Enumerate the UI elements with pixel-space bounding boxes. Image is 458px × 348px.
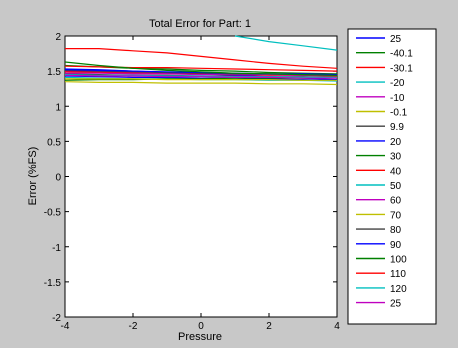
- legend-label-8: 30: [390, 152, 402, 163]
- legend-label-10: 50: [390, 181, 402, 192]
- series-line-11: [65, 72, 337, 76]
- y-tick-label: 1.5: [47, 67, 61, 78]
- legend-label-14: 90: [390, 240, 402, 251]
- legend-label-17: 120: [390, 284, 407, 295]
- legend-label-5: -0.1: [390, 108, 408, 119]
- y-tick-label: 2: [55, 32, 61, 43]
- legend-label-18: 25: [390, 299, 402, 310]
- series-line-10: [64, 74, 337, 78]
- y-tick-label: -1.5: [44, 278, 62, 289]
- series-line-2: [64, 65, 338, 72]
- x-axis-ticks: -4 -2 0 2 4: [61, 36, 340, 332]
- legend-label-0: 25: [390, 34, 402, 45]
- x-tick-label: 0: [198, 321, 204, 332]
- legend-label-6: 9.9: [390, 122, 404, 133]
- y-tick-label: -2: [52, 313, 61, 324]
- chart-title: Total Error for Part: 1: [149, 18, 251, 30]
- series-line-5: [64, 81, 338, 86]
- legend-label-1: -40.1: [390, 49, 413, 60]
- legend-label-11: 60: [390, 196, 402, 207]
- y-axis-label: Error (%FS): [27, 147, 39, 206]
- series-line-18: [64, 74, 337, 79]
- x-tick-label: -4: [61, 321, 70, 332]
- legend-label-9: 40: [390, 166, 402, 177]
- y-tick-label: 0: [55, 173, 61, 184]
- y-tick-label: -0.5: [44, 208, 62, 219]
- legend-label-4: -10: [390, 93, 405, 104]
- legend: 25 -40.1 -30.1 -20 -10 -0.1 9.9 20 30 40 50 60 70 80 9…: [356, 34, 413, 310]
- legend-label-7: 20: [390, 137, 402, 148]
- series-line-16: [65, 48, 338, 69]
- x-tick-label: -2: [129, 321, 138, 332]
- y-tick-label: 1: [55, 102, 61, 113]
- legend-label-16: 110: [390, 269, 406, 280]
- series-line-15: [64, 61, 338, 76]
- series-line-0: [64, 75, 338, 81]
- x-tick-label: 4: [334, 321, 340, 332]
- legend-label-3: -20: [390, 78, 405, 89]
- y-tick-label: -1: [52, 243, 61, 254]
- legend-box: [347, 28, 437, 325]
- y-tick-label: 0.5: [47, 137, 61, 148]
- legend-label-12: 70: [390, 210, 402, 221]
- series-line-17: [234, 35, 338, 51]
- x-axis-label: Pressure: [178, 331, 222, 343]
- plot-lines: [64, 35, 338, 86]
- series-line-12: [65, 78, 337, 81]
- legend-label-13: 80: [390, 225, 402, 236]
- legend-label-2: -30.1: [390, 63, 413, 74]
- legend-label-15: 100: [390, 255, 407, 266]
- x-tick-label: 2: [266, 321, 272, 332]
